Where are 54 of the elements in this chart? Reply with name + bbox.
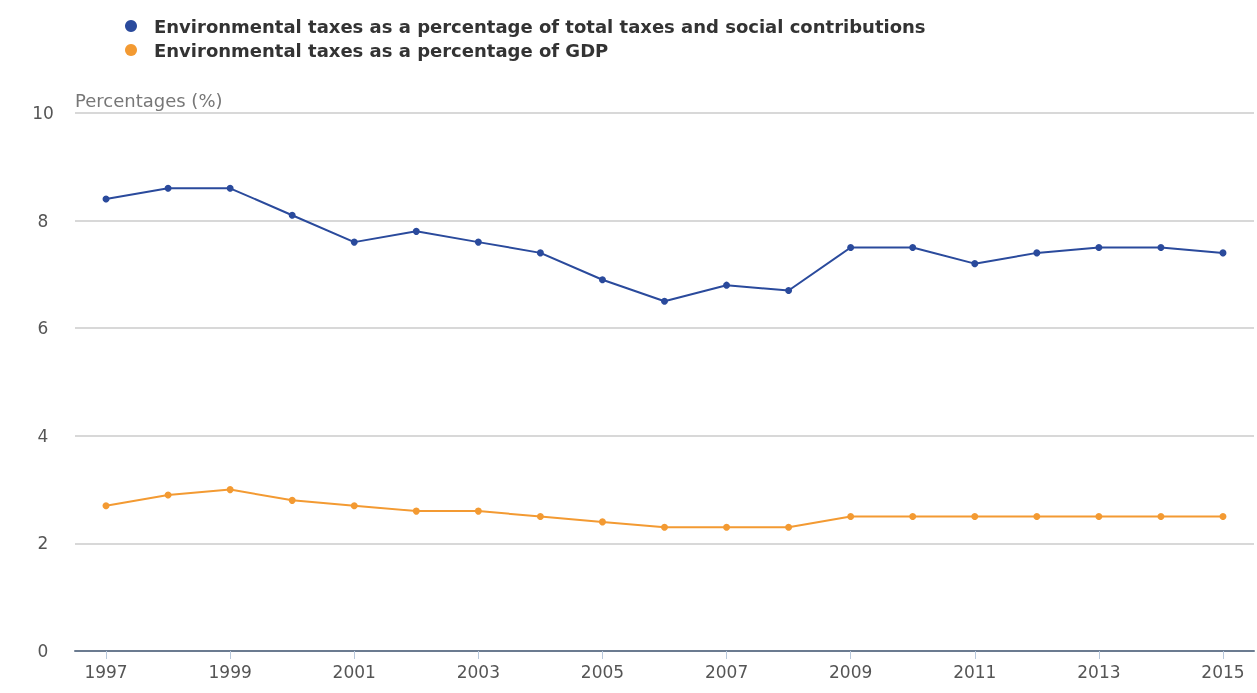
y-tick-label: 8	[37, 210, 49, 231]
point	[1095, 244, 1103, 251]
x-tick-label: 2003	[456, 661, 500, 682]
point	[785, 523, 793, 531]
point	[1219, 513, 1227, 520]
x-tick-label: 1997	[84, 661, 128, 682]
point	[909, 244, 917, 251]
point	[1157, 513, 1165, 520]
point	[350, 238, 358, 246]
point	[474, 507, 482, 515]
point	[723, 281, 731, 289]
point	[102, 502, 110, 510]
y-axis-title: Percentages (%)	[75, 89, 223, 111]
point	[474, 238, 482, 246]
x-tick-label: 2013	[1077, 661, 1121, 682]
x-tick-label: 1999	[208, 661, 252, 682]
point	[661, 297, 668, 305]
legend-label: Environmental taxes as a percentage of GDP	[154, 39, 609, 61]
point	[971, 513, 979, 520]
point	[1033, 249, 1041, 257]
point	[598, 276, 606, 284]
y-tick-label: 0	[37, 641, 49, 661]
x-tick-label: 2015	[1201, 661, 1245, 682]
point	[536, 249, 544, 257]
y-tick-label: 4	[37, 425, 49, 446]
point	[164, 184, 172, 192]
point	[288, 211, 296, 219]
point	[1095, 513, 1103, 520]
y-tick-label: 2	[37, 533, 49, 554]
point	[723, 523, 731, 531]
x-tick-label: 2005	[580, 661, 625, 682]
y-tick-label: 6	[37, 318, 49, 339]
point	[785, 287, 793, 295]
point	[226, 486, 234, 494]
point	[598, 518, 606, 526]
point	[350, 502, 358, 510]
point	[226, 184, 234, 192]
point	[847, 244, 855, 251]
point	[288, 496, 296, 504]
point	[412, 507, 420, 515]
x-tick-label: 2007	[704, 661, 749, 682]
point	[661, 523, 668, 531]
point	[536, 513, 544, 520]
point	[971, 260, 979, 268]
point	[847, 513, 855, 520]
point	[1033, 513, 1041, 520]
point	[909, 513, 917, 520]
legend-label: Environmental taxes as a percentage of total taxes and social contributions	[154, 15, 926, 37]
point	[412, 227, 420, 235]
x-tick-label: 2011	[953, 661, 997, 682]
x-tick-label: 2001	[332, 661, 376, 682]
x-tick-label: 2009	[829, 661, 873, 682]
point	[1157, 244, 1165, 251]
y-tick-label: 10	[32, 103, 54, 123]
